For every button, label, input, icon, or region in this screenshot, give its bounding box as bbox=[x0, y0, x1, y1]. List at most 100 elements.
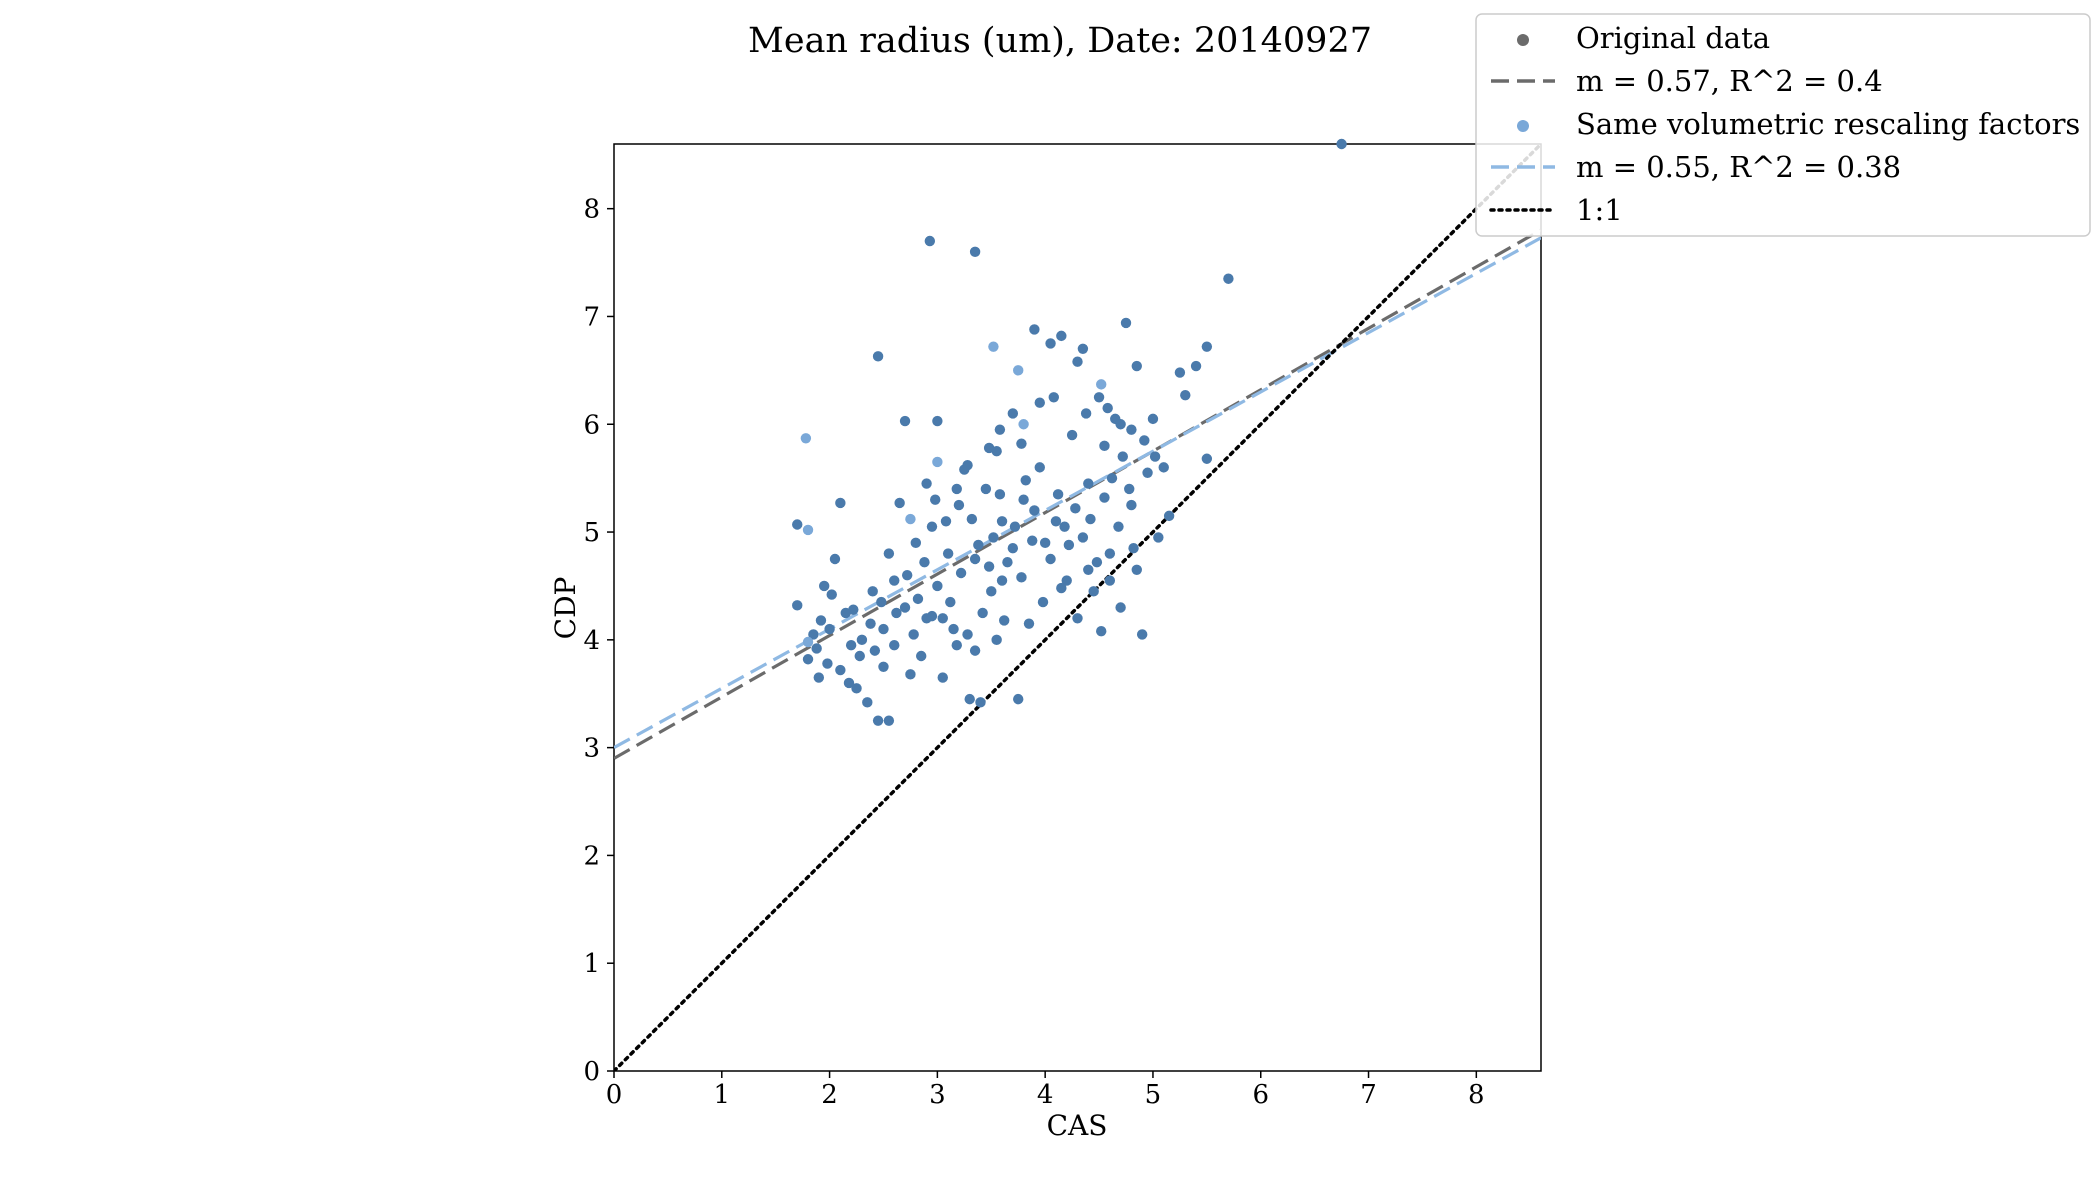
original-data-point bbox=[1085, 513, 1096, 525]
original-data-point bbox=[1131, 360, 1142, 372]
original-data-point bbox=[932, 415, 943, 427]
original-data-point bbox=[926, 610, 938, 622]
rescaled-data-point bbox=[1013, 365, 1024, 376]
y-tick-label: 2 bbox=[583, 841, 600, 871]
original-data-point bbox=[986, 586, 997, 597]
original-data-point bbox=[977, 607, 988, 619]
original-data-point bbox=[1034, 397, 1045, 408]
original-data-point bbox=[983, 561, 995, 572]
original-data-point bbox=[865, 618, 876, 629]
original-data-point bbox=[1072, 613, 1083, 624]
original-data-point bbox=[1066, 429, 1078, 441]
original-data-point bbox=[969, 645, 981, 656]
x-tick-label: 5 bbox=[1145, 1080, 1162, 1110]
legend-label-4: 1:1 bbox=[1576, 193, 1623, 227]
original-data-point bbox=[964, 693, 975, 705]
original-data-point bbox=[955, 567, 967, 579]
original-data-point bbox=[1139, 435, 1150, 446]
original-data-point bbox=[854, 650, 865, 662]
original-data-point bbox=[1039, 537, 1051, 549]
chart-title: Mean radius (um), Date: 20140927 bbox=[748, 21, 1372, 61]
original-data-point bbox=[1070, 503, 1081, 514]
original-data-point bbox=[1153, 532, 1164, 543]
original-data-point bbox=[966, 513, 978, 525]
original-data-point bbox=[969, 246, 981, 257]
original-data-point bbox=[910, 537, 922, 549]
rescaled-data-point bbox=[905, 513, 916, 525]
y-tick-label: 6 bbox=[583, 410, 600, 440]
original-data-point bbox=[889, 575, 900, 586]
rescaled-data-point bbox=[800, 433, 812, 444]
original-data-point bbox=[1113, 521, 1124, 532]
legend-marker-2 bbox=[1517, 120, 1529, 132]
x-tick-label: 3 bbox=[929, 1080, 946, 1110]
original-data-point bbox=[994, 424, 1006, 435]
y-tick-label: 0 bbox=[583, 1057, 600, 1087]
original-data-point bbox=[1016, 572, 1027, 583]
y-tick-label: 7 bbox=[583, 302, 600, 332]
original-data-point bbox=[1056, 330, 1067, 342]
original-data-point bbox=[1045, 553, 1056, 565]
original-data-point bbox=[792, 519, 803, 530]
original-data-point bbox=[1099, 492, 1110, 503]
original-data-point bbox=[1077, 343, 1089, 355]
original-data-point bbox=[1131, 564, 1142, 575]
original-data-point bbox=[856, 634, 868, 646]
original-data-point bbox=[829, 553, 841, 565]
original-data-point bbox=[951, 640, 962, 651]
rescaled-data-point bbox=[932, 456, 943, 468]
original-data-point bbox=[792, 600, 803, 611]
original-data-point bbox=[1190, 360, 1202, 372]
original-data-point bbox=[1034, 462, 1045, 473]
original-data-point bbox=[845, 640, 857, 651]
x-axis-label: CAS bbox=[1047, 1109, 1108, 1142]
x-tick-label: 2 bbox=[821, 1080, 838, 1110]
rescaled-data-point bbox=[802, 524, 814, 536]
original-data-point bbox=[835, 664, 846, 676]
x-tick-label: 1 bbox=[714, 1080, 731, 1110]
original-data-point bbox=[930, 494, 941, 505]
original-data-point bbox=[932, 580, 943, 592]
series-line-3 bbox=[614, 236, 1541, 750]
series-line-4 bbox=[614, 144, 1541, 1071]
original-data-point bbox=[945, 596, 956, 608]
original-data-point bbox=[848, 604, 859, 615]
original-data-point bbox=[905, 669, 916, 680]
original-data-point bbox=[1106, 472, 1118, 484]
original-data-point bbox=[1007, 408, 1019, 419]
original-data-point bbox=[937, 613, 948, 624]
original-data-point bbox=[894, 497, 905, 509]
original-data-point bbox=[1201, 453, 1213, 464]
original-data-point bbox=[822, 658, 833, 669]
original-data-point bbox=[851, 683, 862, 694]
original-data-point bbox=[869, 645, 881, 656]
original-data-point bbox=[1007, 543, 1019, 554]
original-data-point bbox=[1059, 521, 1070, 532]
original-data-point bbox=[889, 640, 900, 651]
original-data-point bbox=[1115, 602, 1126, 613]
y-axis-ticks: 0 1 2 3 4 5 6 7 8 bbox=[583, 195, 614, 1087]
original-data-point bbox=[962, 629, 973, 640]
original-data-point bbox=[1149, 451, 1161, 462]
original-data-point bbox=[996, 575, 1008, 586]
plot-area: 0 1 2 3 4 5 6 7 8 0 1 2 3 4 5 6 7 8 bbox=[583, 138, 1542, 1110]
original-data-point bbox=[1029, 324, 1040, 335]
original-data-point bbox=[843, 677, 855, 689]
scatter-points bbox=[792, 138, 1347, 726]
original-data-point bbox=[962, 460, 973, 471]
original-data-point bbox=[1080, 408, 1092, 419]
x-tick-label: 0 bbox=[606, 1080, 623, 1110]
legend-label-2: Same volumetric rescaling factors bbox=[1576, 107, 2080, 141]
fit-lines bbox=[614, 144, 1541, 1071]
original-data-point bbox=[1096, 626, 1107, 637]
original-data-point bbox=[862, 697, 873, 708]
original-data-point bbox=[872, 715, 884, 726]
original-data-point bbox=[883, 715, 895, 726]
original-data-point bbox=[1142, 467, 1153, 478]
original-data-point bbox=[1117, 451, 1128, 462]
original-data-point bbox=[1050, 516, 1062, 527]
original-data-point bbox=[1052, 489, 1064, 500]
original-data-point bbox=[926, 521, 938, 532]
original-data-point bbox=[991, 634, 1002, 646]
